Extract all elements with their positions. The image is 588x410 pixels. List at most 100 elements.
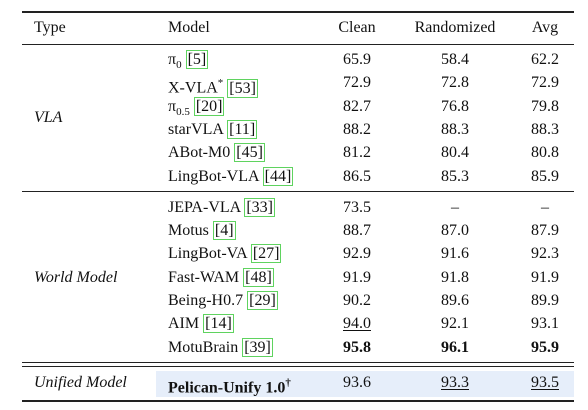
model-subscript: 0 bbox=[176, 59, 182, 72]
model-name: Fast-WAM bbox=[168, 268, 240, 286]
score: 88.3 bbox=[441, 120, 469, 138]
model-cell: starVLA [11] bbox=[168, 119, 258, 141]
score: 94.0 bbox=[343, 315, 371, 333]
citation: [14] bbox=[203, 314, 234, 334]
score: 85.9 bbox=[531, 167, 559, 185]
model-name: Motus bbox=[168, 222, 209, 240]
model-name: LingBot-VLA bbox=[168, 167, 259, 185]
score: 88.7 bbox=[343, 222, 371, 240]
type-label: Unified Model bbox=[34, 374, 127, 391]
model-cell: π0 [5] bbox=[168, 49, 209, 76]
citation: [44] bbox=[262, 166, 294, 186]
model-cell: JEPA-VLA [33] bbox=[168, 197, 275, 219]
citation: [48] bbox=[243, 267, 274, 287]
score: 93.6 bbox=[343, 374, 371, 391]
citation: [20] bbox=[193, 96, 225, 116]
model-superscript: † bbox=[285, 377, 291, 389]
column-header: Clean bbox=[338, 19, 376, 36]
highlight bbox=[156, 371, 574, 397]
model-name: X-VLA bbox=[168, 79, 218, 97]
score: 92.9 bbox=[343, 245, 371, 263]
rule bbox=[22, 11, 574, 13]
score: 88.2 bbox=[343, 120, 371, 138]
score: 80.4 bbox=[441, 144, 469, 162]
score: 79.8 bbox=[531, 97, 559, 115]
model-name: π bbox=[168, 51, 177, 68]
score: 87.0 bbox=[441, 222, 469, 240]
model-cell: AIM [14] bbox=[168, 313, 234, 335]
score: 80.8 bbox=[531, 144, 559, 162]
model-name: Being-H0.7 bbox=[168, 292, 244, 309]
rule bbox=[22, 362, 574, 363]
model-cell: Pelican-Unify 1.0† bbox=[168, 372, 291, 399]
citation: [27] bbox=[250, 244, 282, 264]
model-name: JEPA-VLA bbox=[168, 198, 241, 216]
model-name: AIM bbox=[168, 315, 200, 333]
score: 72.9 bbox=[343, 74, 371, 92]
column-header: Type bbox=[34, 19, 66, 36]
citation: [53] bbox=[227, 78, 258, 98]
score: 91.9 bbox=[531, 268, 559, 286]
score: 76.8 bbox=[441, 97, 469, 115]
score: 85.3 bbox=[441, 167, 469, 185]
model-cell: π0.5 [20] bbox=[168, 96, 225, 123]
score: 93.1 bbox=[531, 315, 559, 333]
rule bbox=[22, 400, 574, 402]
type-label: World Model bbox=[34, 268, 118, 286]
score: 96.1 bbox=[441, 338, 469, 356]
score: 86.5 bbox=[343, 167, 371, 185]
model-superscript: * bbox=[217, 77, 224, 90]
column-header: Randomized bbox=[414, 19, 496, 36]
score: 89.9 bbox=[531, 292, 559, 309]
rule bbox=[22, 366, 574, 367]
score: 95.8 bbox=[343, 338, 371, 356]
rule bbox=[22, 190, 574, 192]
model-cell: MotuBrain [39] bbox=[168, 337, 273, 359]
score: 88.3 bbox=[531, 120, 559, 138]
column-header: Model bbox=[168, 19, 210, 36]
score: – bbox=[541, 198, 549, 216]
model-name: LingBot-VA bbox=[168, 245, 247, 263]
score: 73.5 bbox=[343, 198, 371, 216]
score: 81.2 bbox=[343, 144, 371, 162]
score: 91.8 bbox=[441, 268, 469, 286]
score: 62.2 bbox=[531, 51, 559, 68]
citation: [33] bbox=[244, 197, 275, 217]
citation: [29] bbox=[247, 291, 278, 310]
score: 72.8 bbox=[441, 74, 469, 92]
model-cell: X-VLA* [53] bbox=[168, 72, 258, 99]
score: 65.9 bbox=[343, 51, 371, 68]
model-cell: Fast-WAM [48] bbox=[168, 267, 274, 289]
score: 92.1 bbox=[441, 315, 469, 333]
score: 58.4 bbox=[441, 51, 469, 68]
score: – bbox=[451, 198, 459, 216]
model-cell: Being-H0.7 [29] bbox=[168, 290, 278, 312]
score: 95.9 bbox=[531, 338, 559, 356]
score: 93.5 bbox=[531, 374, 559, 391]
type-label: VLA bbox=[34, 109, 63, 127]
score: 89.6 bbox=[441, 292, 469, 309]
citation: [11] bbox=[227, 119, 258, 139]
model-cell: LingBot-VLA [44] bbox=[168, 166, 294, 188]
model-name: MotuBrain bbox=[168, 338, 239, 356]
model-name: starVLA bbox=[168, 120, 224, 138]
model-name: ABot-M0 bbox=[168, 144, 231, 162]
citation: [39] bbox=[242, 337, 273, 357]
score: 91.6 bbox=[441, 245, 469, 263]
model-cell: Motus [4] bbox=[168, 220, 236, 242]
rule bbox=[22, 44, 574, 45]
model-cell: ABot-M0 [45] bbox=[168, 142, 265, 164]
citation: [5] bbox=[185, 50, 209, 69]
model-cell: LingBot-VA [27] bbox=[168, 243, 282, 265]
model-name: Pelican-Unify 1.0 bbox=[168, 379, 286, 397]
score: 72.9 bbox=[531, 74, 559, 92]
score: 93.3 bbox=[441, 374, 469, 391]
score: 87.9 bbox=[531, 222, 559, 240]
score: 90.2 bbox=[343, 292, 371, 309]
column-header: Avg bbox=[531, 19, 559, 36]
model-name: π bbox=[168, 97, 177, 115]
citation: [4] bbox=[212, 221, 236, 241]
model-subscript: 0.5 bbox=[176, 105, 190, 118]
score: 82.7 bbox=[343, 97, 371, 115]
